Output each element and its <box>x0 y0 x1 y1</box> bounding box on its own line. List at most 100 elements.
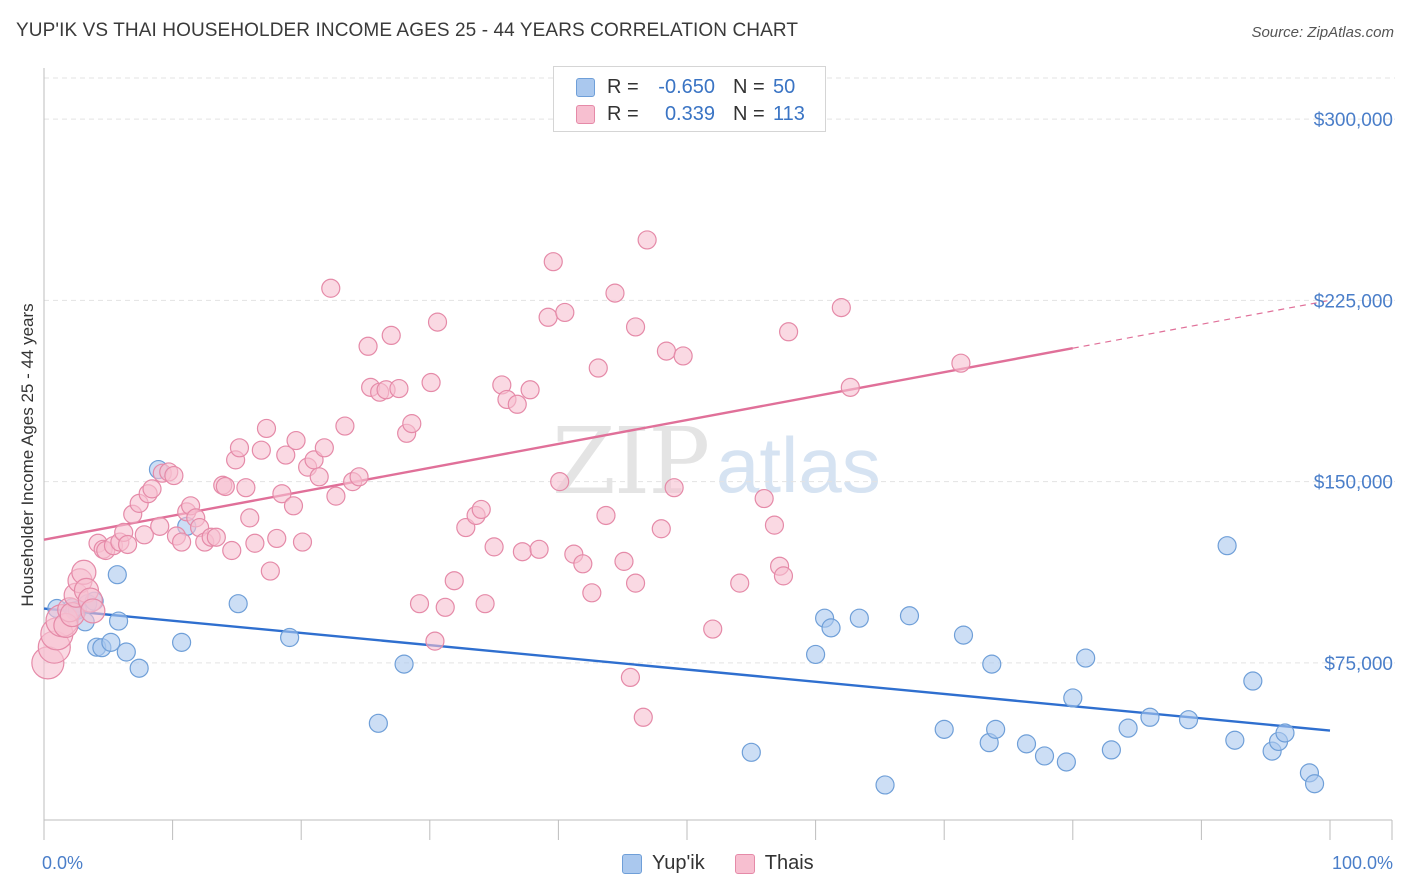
point-thais <box>164 465 184 486</box>
point-thais <box>550 472 570 492</box>
series-legend-thais[interactable]: Thais <box>734 852 814 875</box>
point-thais <box>309 467 329 487</box>
point-thais <box>286 430 306 451</box>
point-thais <box>730 573 750 593</box>
series-swatch-thais <box>734 853 755 874</box>
y-axis-label: Householder Income Ages 25 - 44 years <box>18 303 37 606</box>
point-thais <box>773 566 794 586</box>
source-label: Source: ZipAtlas.com <box>1251 24 1394 41</box>
point-thais <box>754 488 774 509</box>
point-thais <box>588 358 608 378</box>
point-yupik <box>129 658 149 678</box>
axis-labels: $75,000 $150,000 $225,000 $300,000 0.0% 100.0… <box>18 110 1393 873</box>
point-yupik <box>982 654 1002 674</box>
point-thais <box>625 317 646 337</box>
legend-r-label: R = <box>607 75 639 98</box>
point-thais <box>475 594 495 614</box>
point-yupik <box>1304 774 1325 794</box>
point-thais <box>229 438 250 458</box>
point-thais <box>256 418 277 439</box>
legend-n-label: N = <box>733 102 765 125</box>
trend-line-thais-extension <box>1072 299 1331 349</box>
point-yupik <box>116 642 136 662</box>
point-thais <box>80 598 106 624</box>
point-yupik <box>1217 536 1237 556</box>
point-thais <box>637 230 657 250</box>
trend-lines <box>43 299 1331 732</box>
point-thais <box>117 534 138 555</box>
point-yupik <box>953 625 974 645</box>
watermark-zip: ZIP <box>552 408 710 515</box>
point-thais <box>335 416 355 436</box>
point-thais <box>245 533 265 553</box>
correlation-legend: R = -0.650 N = 50 R = 0.339 N = 113 <box>553 66 826 132</box>
point-thais <box>326 486 346 506</box>
point-yupik <box>805 644 826 665</box>
watermark-atlas: atlas <box>716 421 881 509</box>
point-thais <box>267 528 287 549</box>
point-yupik <box>228 594 248 614</box>
point-yupik <box>986 719 1006 739</box>
point-thais <box>358 336 378 356</box>
legend-r-label: R = <box>607 102 639 125</box>
point-thais <box>555 302 575 323</box>
point-thais <box>620 667 641 688</box>
point-thais <box>625 573 646 593</box>
point-thais <box>215 476 235 497</box>
point-thais <box>402 414 422 434</box>
point-yupik <box>1063 688 1083 708</box>
point-thais <box>222 540 242 561</box>
series-legend: Yup'ik Thais <box>622 852 844 875</box>
point-thais <box>471 499 491 520</box>
point-thais <box>389 378 409 399</box>
point-thais <box>421 372 441 393</box>
point-thais <box>651 519 671 539</box>
point-thais <box>435 597 455 617</box>
point-thais <box>764 515 785 535</box>
point-thais <box>251 440 271 460</box>
point-thais <box>150 516 170 536</box>
y-tick-label: $75,000 <box>1324 654 1393 675</box>
point-thais <box>520 380 540 400</box>
point-thais <box>573 554 593 574</box>
y-tick-label: $225,000 <box>1314 291 1393 312</box>
y-tick-label: $150,000 <box>1314 473 1393 494</box>
point-thais <box>538 307 558 327</box>
point-thais <box>283 496 304 516</box>
point-thais <box>831 298 851 318</box>
point-thais <box>260 561 280 581</box>
point-yupik <box>1101 740 1121 760</box>
point-yupik <box>172 632 192 652</box>
point-yupik <box>1056 752 1076 772</box>
point-thais <box>272 484 292 504</box>
trend-line-thais <box>43 347 1074 541</box>
point-thais <box>292 532 313 552</box>
point-thais <box>605 283 625 303</box>
series-legend-yupik[interactable]: Yup'ik <box>622 852 705 875</box>
x-tick-label: 100.0% <box>1332 853 1393 873</box>
point-thais <box>673 346 693 366</box>
point-thais <box>425 631 445 651</box>
point-yupik <box>1140 707 1160 727</box>
x-tick-label: 0.0% <box>42 853 83 873</box>
trend-line-yupik <box>43 607 1331 732</box>
point-thais <box>656 341 677 361</box>
point-thais <box>614 551 634 571</box>
point-thais <box>314 438 334 458</box>
point-yupik <box>1243 671 1263 691</box>
point-yupik <box>101 632 121 652</box>
grid-lines <box>44 77 1395 664</box>
point-thais <box>206 527 226 547</box>
point-thais <box>444 571 464 591</box>
legend-r-value: -0.650 <box>658 75 715 98</box>
point-thais <box>240 508 260 528</box>
point-thais <box>484 537 504 557</box>
legend-n-label: N = <box>733 75 765 98</box>
point-yupik <box>1275 723 1295 743</box>
axes <box>43 68 1393 840</box>
point-yupik <box>1225 730 1245 750</box>
point-yupik <box>280 627 300 648</box>
point-thais <box>507 394 527 414</box>
point-thais <box>951 353 971 373</box>
